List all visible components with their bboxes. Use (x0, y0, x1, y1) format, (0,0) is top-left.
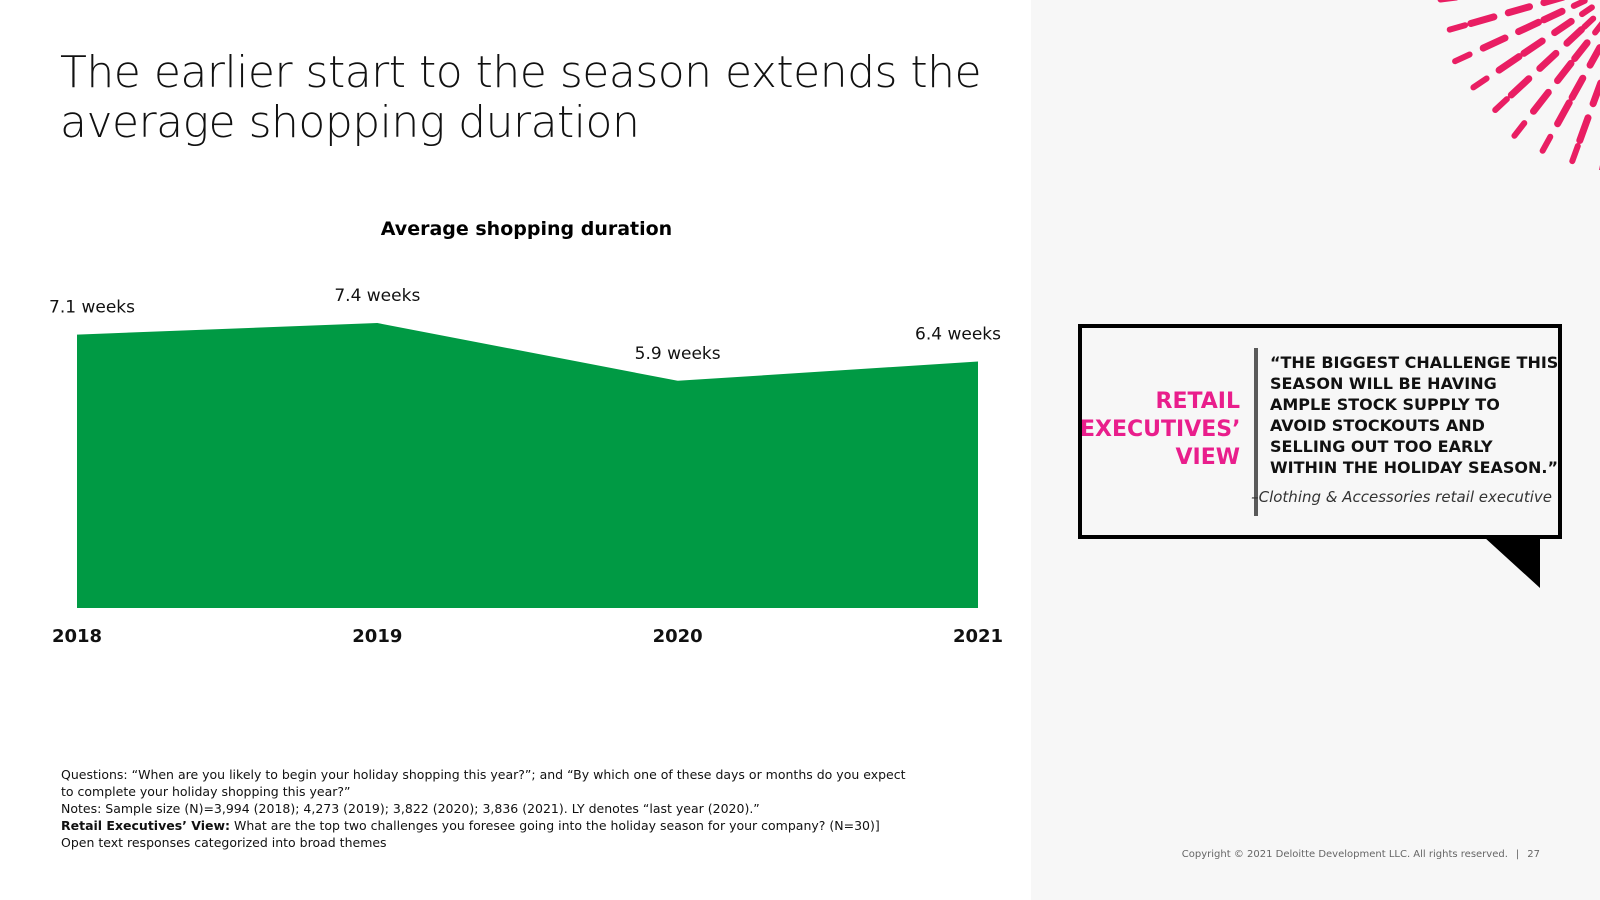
sunburst-dash (1515, 18, 1542, 36)
page-title: The earlier start to the season extends … (60, 47, 982, 148)
data-label-2019: 7.4 weeks (334, 286, 420, 306)
footnote-retail-label: Retail Executives’ View: (61, 818, 231, 833)
sunburst-dash (1569, 143, 1581, 165)
sunburst-dash (1507, 75, 1533, 99)
data-label-2020: 5.9 weeks (635, 344, 721, 364)
sunburst-dash (1589, 79, 1600, 108)
sunburst-dash (1452, 51, 1473, 65)
sunburst-dash (1571, 39, 1591, 62)
sunburst-dash (1495, 53, 1523, 74)
footnote-questions: Questions: “When are you likely to begin… (61, 767, 906, 799)
x-tick-2019: 2019 (352, 626, 402, 647)
speech-tail-icon (1484, 537, 1540, 588)
footnotes: Questions: “When are you likely to begin… (61, 766, 911, 851)
x-tick-2020: 2020 (653, 626, 703, 647)
area-chart: 7.1 weeks 2018 7.4 weeks 2019 5.9 weeks 2020 6… (49, 286, 1003, 647)
copyright-footer: Copyright © 2021 Deloitte Development LL… (1120, 849, 1540, 860)
sunburst-dash (1563, 26, 1585, 47)
retail-executives-view-label: RETAIL EXECUTIVES’ VIEW (1080, 388, 1240, 472)
sunburst-dash (1576, 114, 1592, 144)
sunburst-dash (1530, 88, 1552, 115)
sunburst-dash (1551, 17, 1575, 37)
footer-separator: | (1515, 849, 1520, 860)
sunburst-dash (1540, 0, 1566, 7)
sunburst-dash (1539, 133, 1554, 154)
sunburst-dash (1570, 0, 1588, 9)
sunburst-dash (1504, 3, 1533, 17)
x-tick-2018: 2018 (52, 626, 102, 647)
quote-text: “THE BIGGEST CHALLENGE THIS SEASON WILL … (1270, 353, 1559, 477)
data-label-2021: 6.4 weeks (915, 325, 1001, 345)
footnote-retail: Retail Executives’ View: What are the to… (61, 817, 911, 851)
sunburst-dash (1586, 44, 1600, 69)
sunburst-dash (1520, 37, 1546, 57)
sunburst-dash (1579, 4, 1595, 18)
sunburst-dash (1540, 7, 1566, 24)
sunburst-dash (1479, 34, 1509, 52)
quote-box (1078, 324, 1562, 539)
chart-title: Average shopping duration (380, 218, 673, 240)
sunburst-dash (1554, 99, 1573, 128)
exec-label-line-1: RETAIL (1155, 389, 1241, 414)
sunburst-dash (1536, 49, 1560, 72)
area-series (77, 323, 978, 608)
sunburst-dash (1581, 15, 1597, 30)
copyright-text: Copyright © 2021 Deloitte Development LL… (1181, 849, 1508, 860)
sunburst-dash (1492, 96, 1510, 113)
exec-label-line-2: EXECUTIVES’ (1080, 417, 1241, 442)
quote-attribution: –Clothing & Accessories retail executive (1251, 488, 1552, 506)
sunburst-dash (1554, 59, 1575, 85)
sunburst-dash (1568, 74, 1587, 101)
sunburst-dash (1511, 120, 1528, 139)
footnote-retail-text: What are the top two challenges you fore… (61, 818, 880, 850)
sunburst-icon (1437, 0, 1600, 170)
quote-divider (1254, 348, 1258, 516)
sunburst-dash (1446, 22, 1469, 33)
sunburst-dash (1470, 75, 1490, 91)
sunburst-dash (1467, 13, 1498, 27)
x-tick-2021: 2021 (953, 626, 1003, 647)
footnote-notes: Notes: Sample size (N)=3,994 (2018); 4,2… (61, 801, 760, 816)
page-number: 27 (1527, 849, 1540, 860)
data-label-2018: 7.1 weeks (49, 298, 135, 318)
exec-label-line-3: VIEW (1175, 445, 1240, 470)
sunburst-dash (1592, 21, 1600, 36)
